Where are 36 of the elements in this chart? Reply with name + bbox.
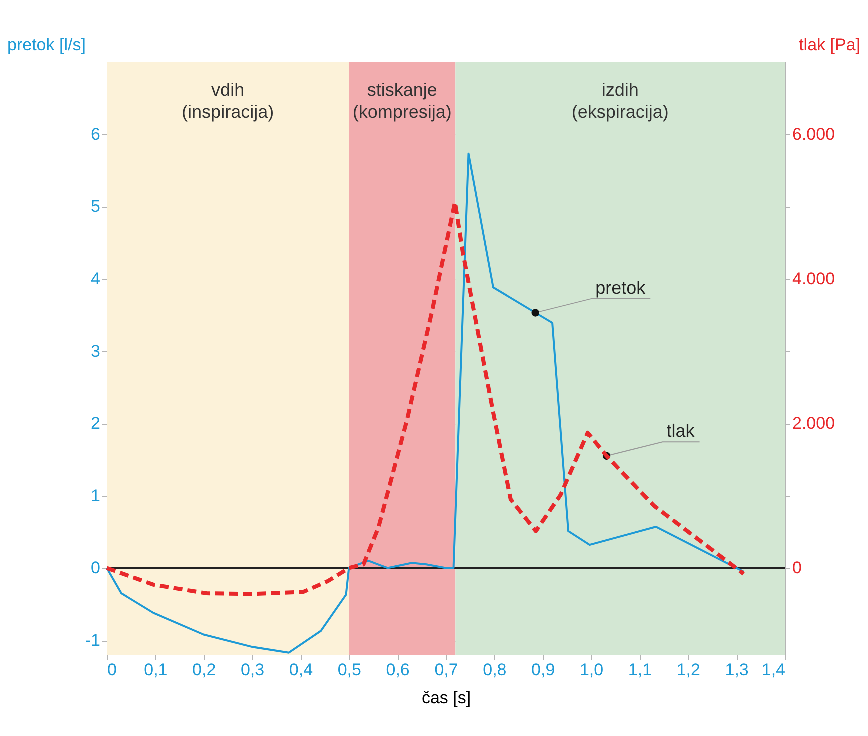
x-tick-label: 0,2 [192,660,216,680]
y2-tick-label: 4.000 [792,269,836,288]
x-tick-label: 0,3 [240,660,265,680]
x-tick-label: 0,7 [434,660,458,680]
annotation: pretok [596,278,647,298]
y-tick-label: 5 [91,197,100,216]
x-tick-label: 1,0 [580,660,604,680]
y2-tick-label: 6.000 [792,124,836,144]
y-tick-label: 6 [91,124,100,144]
x-tick-label: 0,8 [483,660,507,680]
x-tick-label: 0,6 [386,660,410,680]
x-tick-label: 1,4 [762,660,786,680]
band-label: izdih (ekspiracija) [572,80,669,122]
band-label: vdih (inspiracija) [182,80,274,122]
y-axis-title: pretok [l/s] [8,36,86,54]
x-tick-label: 1,1 [628,660,652,680]
y-tick-label: 3 [91,342,100,361]
y2-tick-label: 2.000 [792,414,836,434]
x-tick-label: 1,2 [676,660,700,680]
x-tick-label: 0,4 [289,660,314,680]
y-tick-label: -1 [85,631,100,650]
x-tick-label: 0,1 [144,660,168,680]
y-tick-label: 2 [91,414,100,434]
y2-tick-label: 0 [792,558,802,578]
x-tick-label: 0 [108,660,117,680]
y2-axis-title: tlak [Pa] [799,36,860,54]
line-series [106,152,745,654]
x-tick-label: 0,9 [532,660,556,680]
band-label: stiskanje (kompresija) [352,80,452,122]
y-tick-label: 1 [91,486,100,506]
x-tick-label: 0,5 [338,660,362,680]
x-axis-title: čas [s] [422,688,472,708]
x-tick-label: 1,3 [725,660,749,680]
y-tick-label: 0 [91,558,100,578]
annotation: tlak [666,421,696,442]
y-tick-label: 4 [91,269,100,288]
